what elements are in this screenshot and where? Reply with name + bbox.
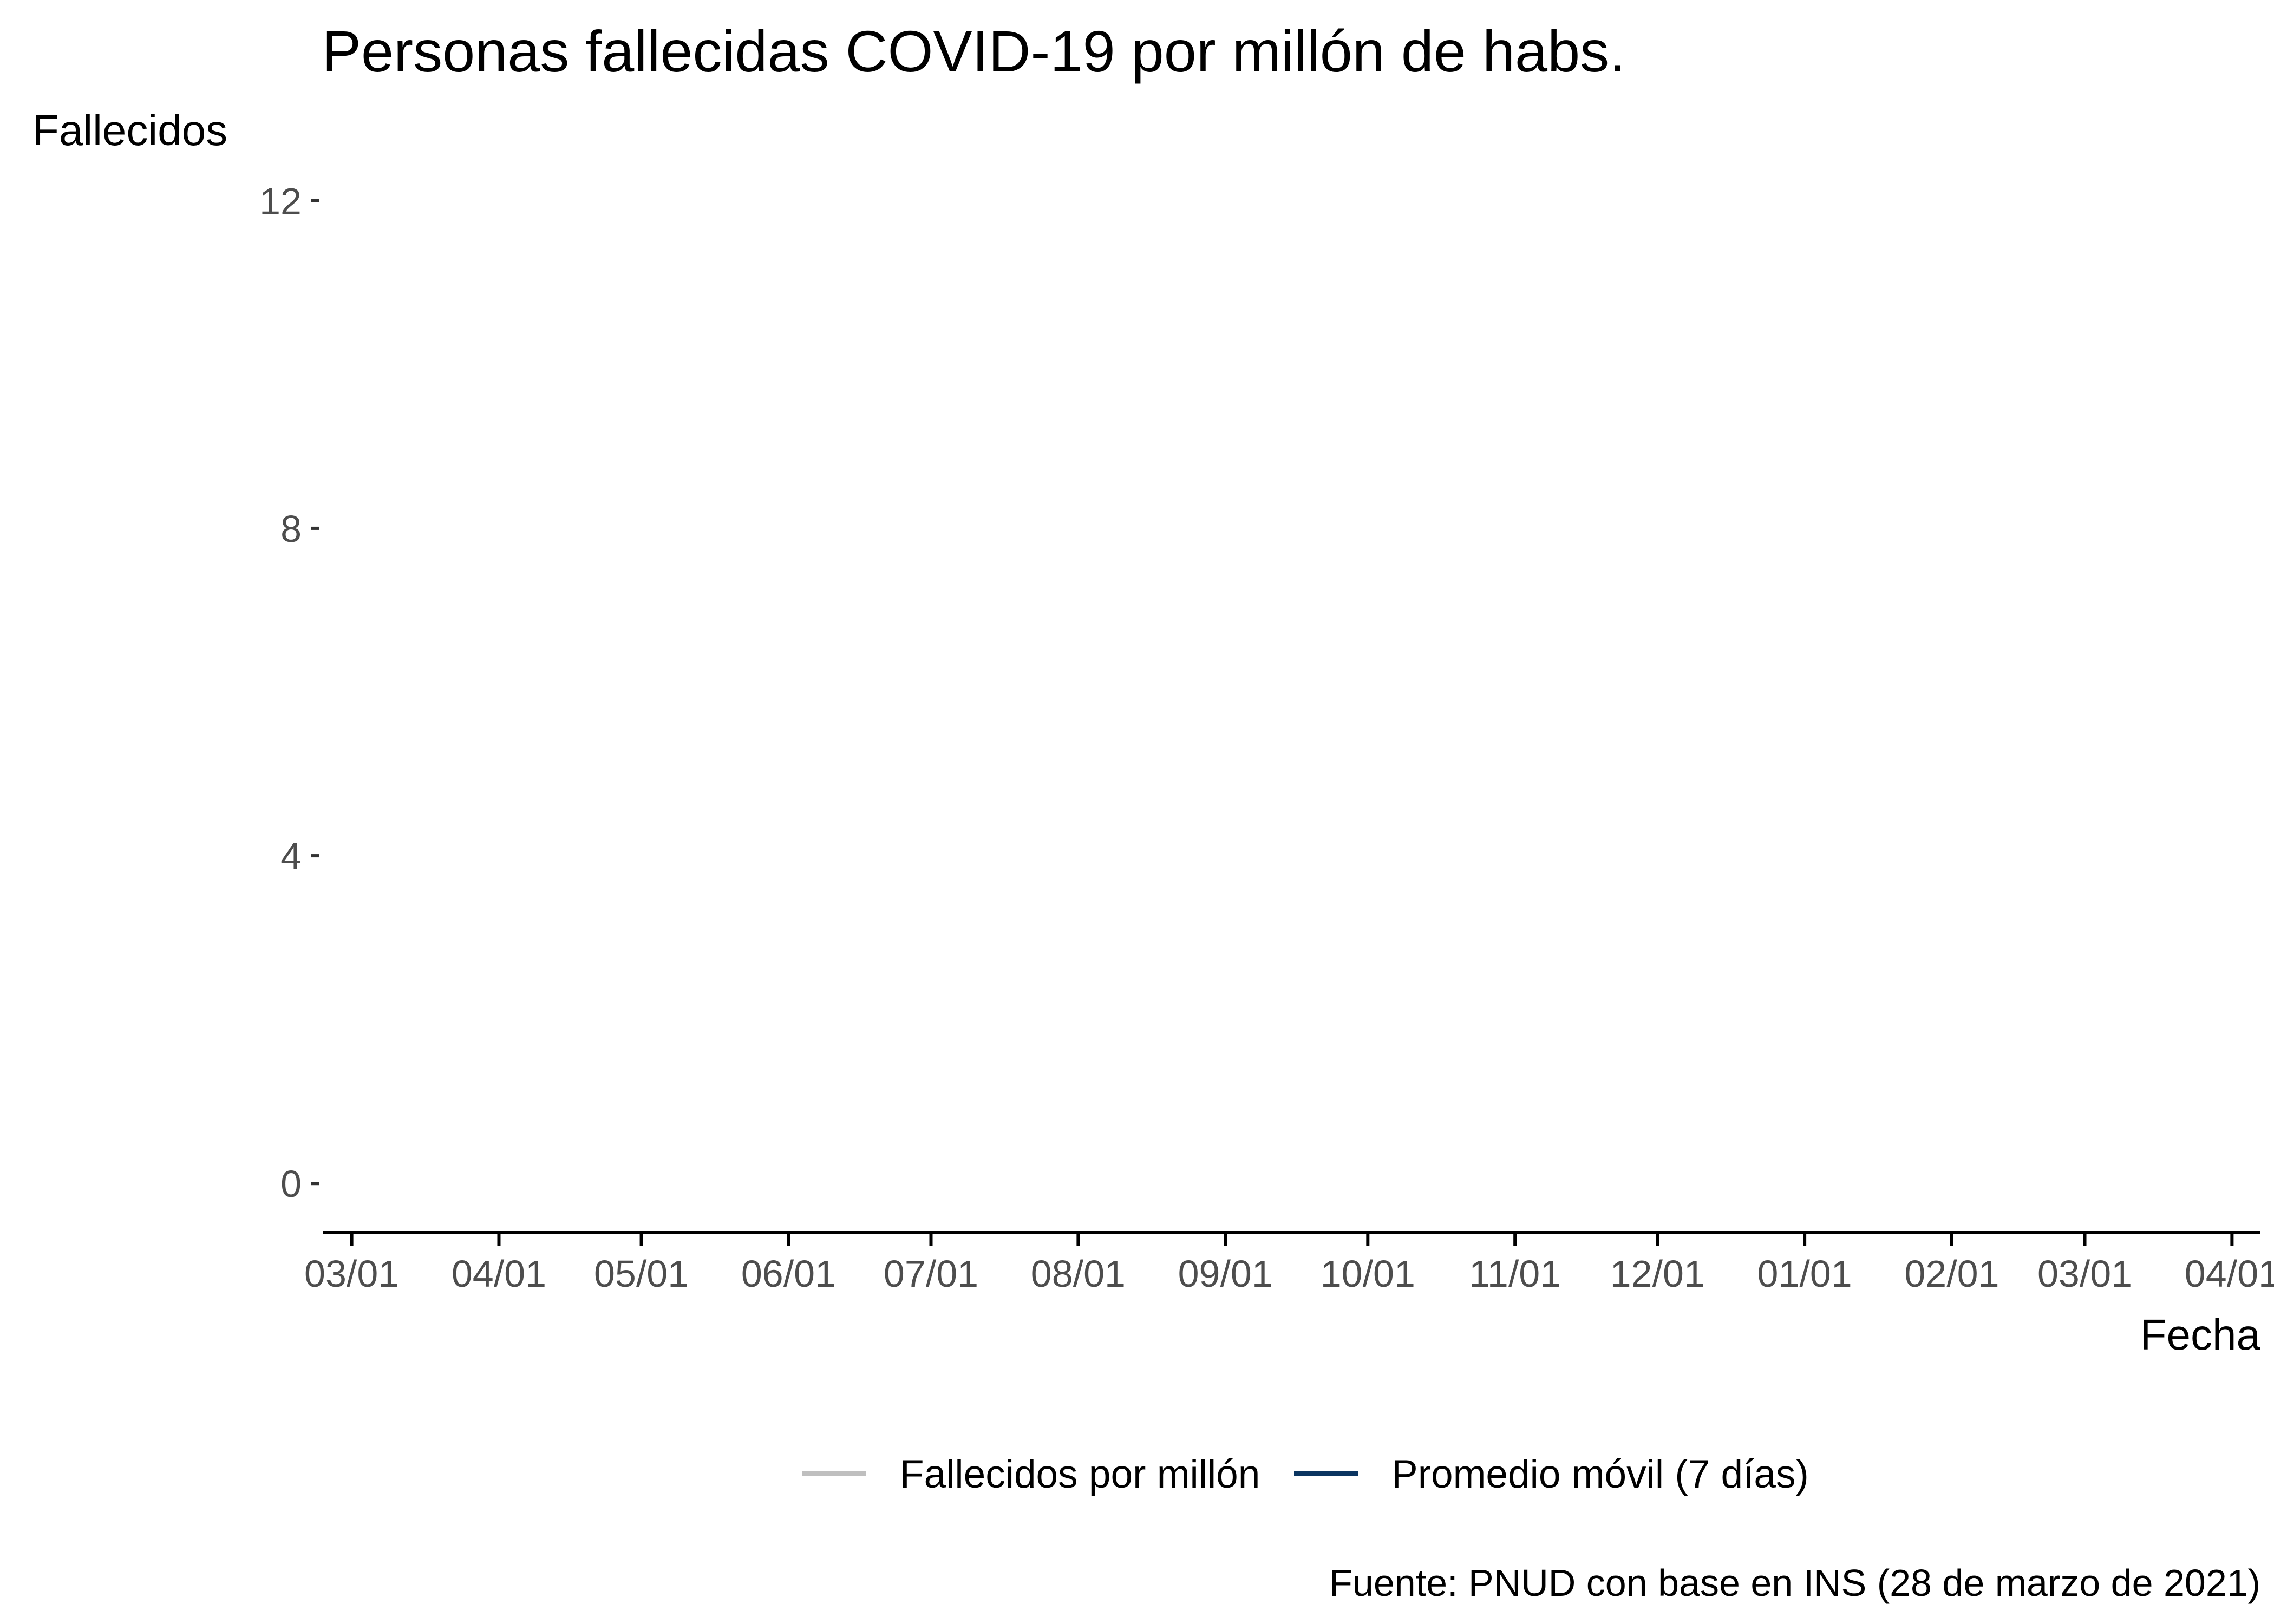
y-tick-label: 4	[280, 835, 302, 878]
y-tick-label: 8	[280, 508, 302, 550]
x-tick-label: 12/01	[1610, 1253, 1705, 1295]
x-tick-label: 09/01	[1178, 1253, 1273, 1295]
y-tick-label: 0	[280, 1163, 302, 1205]
x-tick-label: 11/01	[1469, 1253, 1561, 1295]
legend: Fallecidos por millón Promedio móvil (7 d…	[802, 1452, 1809, 1496]
x-tick-label: 04/01	[2185, 1253, 2274, 1295]
x-tick-label: 03/01	[2037, 1253, 2132, 1295]
y-tick-label: 12	[259, 180, 302, 222]
x-tick-label: 07/01	[884, 1253, 978, 1295]
x-tick-label: 02/01	[1904, 1253, 1999, 1295]
x-tick-label: 01/01	[1757, 1253, 1852, 1295]
x-tick-label: 05/01	[594, 1253, 689, 1295]
chart-title: Personas fallecidas COVID-19 por millón …	[322, 18, 1625, 84]
legend-item-0: Fallecidos por millón	[802, 1452, 1260, 1496]
legend-label-0: Fallecidos por millón	[900, 1452, 1260, 1496]
x-axis-title: Fecha	[2140, 1311, 2261, 1359]
x-tick-label: 03/01	[304, 1253, 399, 1295]
x-tick-label: 08/01	[1031, 1253, 1126, 1295]
x-axis: 03/01 04/01 05/01 06/01 07/01 08/01 09/01 10/01…	[304, 1233, 2274, 1295]
legend-label-1: Promedio móvil (7 días)	[1391, 1452, 1809, 1496]
x-tick-label: 06/01	[741, 1253, 836, 1295]
y-axis-title: Fallecidos	[32, 106, 227, 154]
caption: Fuente: PNUD con base en INS (28 de marz…	[1329, 1562, 2260, 1604]
y-axis: 0 4 8 12	[259, 180, 319, 1205]
x-tick-label: 04/01	[452, 1253, 546, 1295]
x-tick-label: 10/01	[1321, 1253, 1415, 1295]
legend-item-1: Promedio móvil (7 días)	[1294, 1452, 1809, 1496]
